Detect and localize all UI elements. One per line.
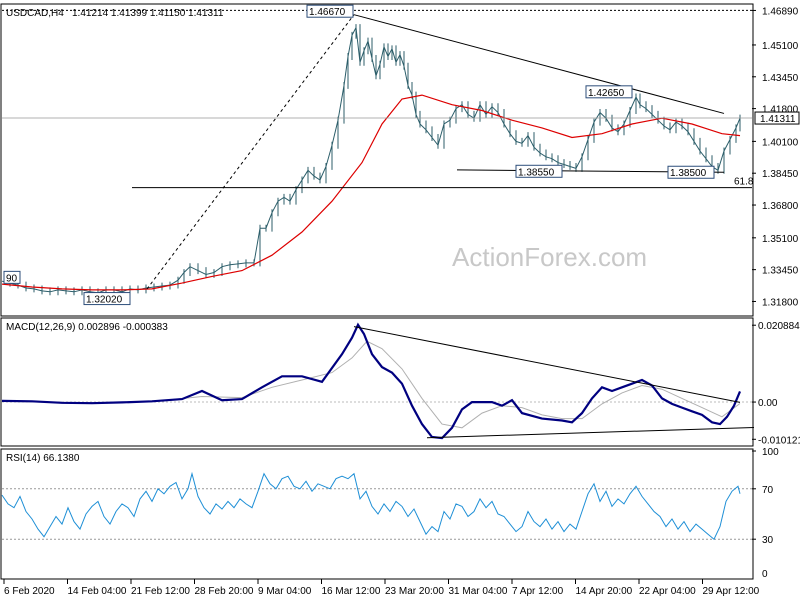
- annotation-label: 1.46670: [309, 7, 346, 18]
- macd-y-tick-label: 0.00: [758, 398, 778, 409]
- rsi-pane: [0, 448, 754, 580]
- annotation-box: [3, 270, 21, 284]
- x-tick-label: 28 Feb 20:00: [195, 586, 254, 597]
- macd-y-tick-label: -0.010121: [758, 435, 800, 446]
- price-y-tick-label: 1.40100: [762, 137, 799, 148]
- x-tick-label: 14 Apr 20:00: [576, 586, 633, 597]
- x-tick-label: 21 Feb 12:00: [131, 586, 190, 597]
- x-tick-label: 23 Mar 20:00: [385, 586, 444, 597]
- price-y-tick-label: 1.38450: [762, 169, 799, 180]
- price-y-tick-label: 1.36800: [762, 201, 799, 212]
- rsi-y-tick-label: 100: [762, 447, 779, 458]
- annotation-label: 1.38500: [670, 168, 707, 179]
- macd-y-tick-label: 0.020884: [758, 321, 800, 332]
- last-price-box: [754, 111, 800, 125]
- annotation-label: 90: [6, 273, 18, 284]
- x-tick-label: 7 Apr 12:00: [512, 586, 564, 597]
- x-tick-label: 29 Apr 12:00: [703, 586, 760, 597]
- x-tick-label: 9 Mar 04:00: [258, 586, 312, 597]
- annotation-label: 1.38550: [518, 167, 555, 178]
- annotation-label: 1.42650: [588, 88, 625, 99]
- price-y-tick-label: 1.45100: [762, 41, 799, 52]
- rsi-y-tick-label: 0: [762, 569, 768, 580]
- price-y-tick-label: 1.35100: [762, 234, 799, 245]
- price-header-symbol: USDCAD,H4: [6, 8, 64, 19]
- annotation-box: [83, 292, 131, 306]
- price-pane: [0, 3, 754, 317]
- macd-rising-trendline: [426, 426, 755, 439]
- macd-title: MACD(12,26,9) 0.002896 -0.000383: [6, 322, 168, 333]
- rsi-y-tick-label: 70: [762, 485, 774, 496]
- moving-average-line: [1, 94, 741, 291]
- price-close-line: [1, 25, 741, 294]
- price-y-tick-label: 1.41800: [762, 105, 799, 116]
- annotation-box: [515, 164, 563, 178]
- last-price-label: 1.41311: [760, 114, 796, 125]
- rsi-line: [1, 471, 741, 540]
- watermark: ActionForex.com: [452, 242, 647, 272]
- x-tick-label: 6 Feb 2020: [4, 586, 55, 597]
- annotation-label: 1.32020: [86, 295, 123, 306]
- falling-trendline: [353, 14, 725, 114]
- rsi-title: RSI(14) 66.1380: [6, 453, 80, 464]
- annotation-box: [667, 165, 715, 179]
- annotation-box: [306, 4, 354, 18]
- x-tick-label: 14 Feb 04:00: [68, 586, 127, 597]
- price-y-tick-label: 1.33450: [762, 266, 799, 277]
- rsi-y-tick-label: 30: [762, 535, 774, 546]
- macd-main-line: [1, 322, 742, 440]
- x-tick-label: 31 Mar 04:00: [449, 586, 508, 597]
- fibo-label: 61.8: [734, 177, 754, 188]
- price-y-tick-label: 1.43450: [762, 73, 799, 84]
- annotation-box: [585, 85, 633, 99]
- macd-falling-trendline: [353, 326, 741, 403]
- macd-pane: [0, 317, 754, 447]
- price-header-ohlc: 1.41214 1.41399 1.41150 1.41311: [72, 8, 224, 19]
- macd-signal-line: [1, 340, 741, 429]
- x-tick-label: 22 Apr 04:00: [639, 586, 696, 597]
- price-y-tick-label: 1.46890: [762, 6, 799, 17]
- price-y-tick-label: 1.31800: [762, 297, 799, 308]
- x-tick-label: 16 Mar 12:00: [322, 586, 381, 597]
